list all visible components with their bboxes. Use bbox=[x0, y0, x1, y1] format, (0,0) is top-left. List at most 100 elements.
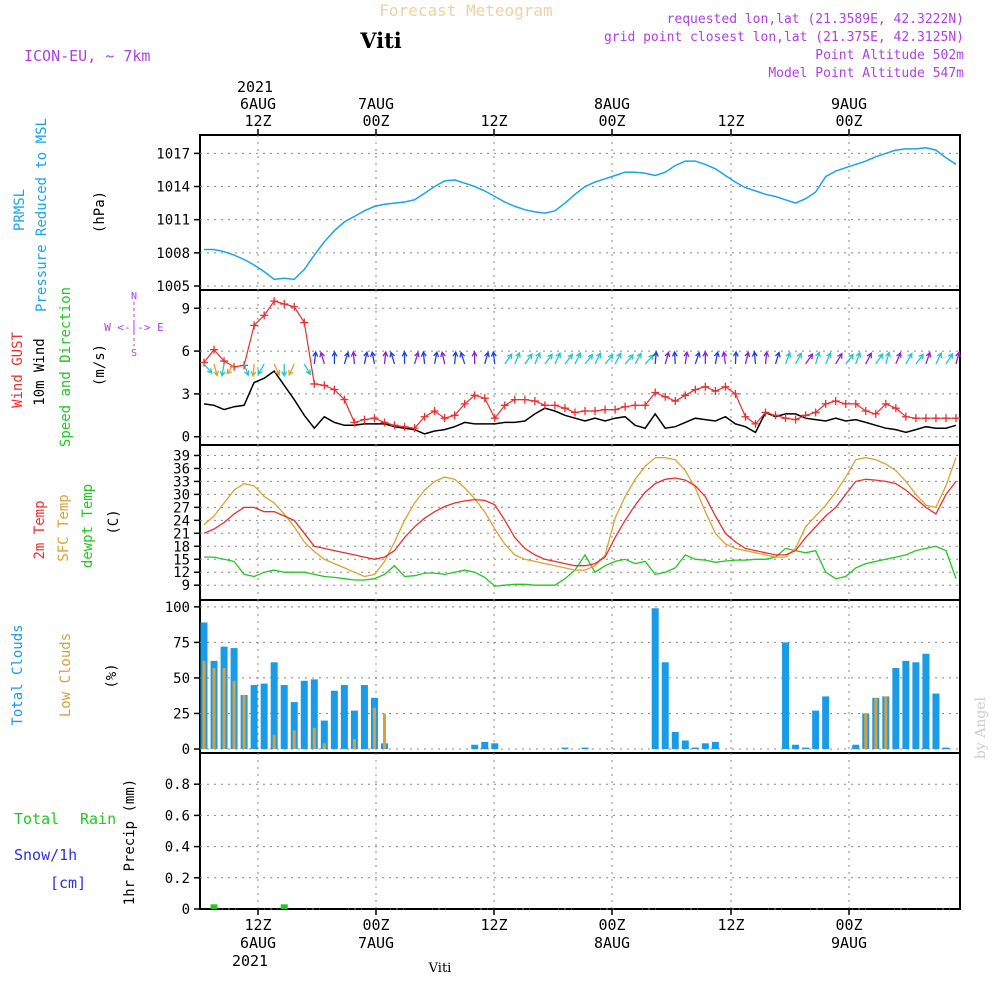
ytick-label-temp-2: 15 bbox=[173, 552, 190, 568]
top-axis-date-5: 9AUG bbox=[831, 95, 867, 113]
wind-direction-arrow bbox=[751, 350, 758, 364]
low-cloud-bar bbox=[322, 743, 326, 749]
gust-marker bbox=[651, 388, 660, 397]
gust-marker bbox=[841, 399, 850, 408]
ytick-label-pressure-3: 1014 bbox=[156, 180, 190, 196]
bottom-axis-date-1: 7AUG bbox=[358, 934, 394, 952]
total-cloud-bar bbox=[260, 683, 268, 749]
gust-marker bbox=[300, 318, 309, 327]
gust-marker bbox=[540, 401, 549, 410]
bottom-axis-hour-3: 00Z bbox=[598, 916, 625, 934]
chart-marks bbox=[200, 147, 961, 910]
precip-label-cm: [cm] bbox=[50, 874, 86, 892]
pressure-unit: (hPa) bbox=[92, 191, 108, 233]
ytick-label-clouds-1: 25 bbox=[173, 706, 190, 722]
low-cloud-bar bbox=[884, 696, 888, 749]
total-cloud-bar bbox=[250, 685, 258, 749]
wind-direction-arrow bbox=[671, 350, 678, 364]
ytick-label-wind-1: 3 bbox=[182, 387, 190, 403]
total-cloud-bar bbox=[481, 741, 489, 749]
top-axis-year: 2021 bbox=[237, 78, 273, 96]
bottom-axis-date-5: 9AUG bbox=[831, 934, 867, 952]
pressure-label-2: Pressure Reduced to MSL bbox=[34, 118, 50, 312]
ytick-label-temp-7: 30 bbox=[173, 487, 190, 503]
gust-marker bbox=[220, 357, 229, 366]
wind-direction-arrow bbox=[504, 352, 513, 365]
wind-direction-arrow bbox=[805, 352, 814, 365]
wind-direction-arrow bbox=[413, 351, 420, 365]
gust-marker bbox=[641, 401, 650, 410]
total-cloud-bar bbox=[782, 642, 790, 749]
wind-direction-arrow bbox=[564, 353, 574, 365]
wind-direction-arrow bbox=[514, 351, 521, 365]
gust-marker bbox=[621, 402, 630, 411]
rain-bar bbox=[210, 904, 218, 909]
gust-marker bbox=[941, 414, 950, 423]
panel-frame-precip bbox=[199, 752, 961, 910]
gust-marker bbox=[721, 382, 730, 391]
wind-direction-arrow bbox=[905, 352, 913, 365]
ytick-label-temp-6: 27 bbox=[173, 500, 190, 516]
wind-direction-arrow bbox=[815, 351, 821, 365]
wind-direction-arrow bbox=[524, 353, 533, 365]
wind-direction-arrow bbox=[763, 350, 770, 364]
ytick-label-wind-0: 0 bbox=[182, 430, 190, 446]
wind-direction-arrow bbox=[845, 353, 854, 365]
gust-marker bbox=[911, 414, 920, 423]
wind-direction-arrow bbox=[885, 351, 891, 365]
precip-label-rain: Rain bbox=[80, 810, 116, 828]
wind-direction-arrow bbox=[865, 352, 873, 365]
gust-marker bbox=[952, 414, 960, 423]
model-point-altitude: Model Point Altitude 547m bbox=[768, 66, 964, 81]
gust-marker bbox=[520, 395, 529, 404]
gust-marker bbox=[831, 397, 840, 406]
rain-bar bbox=[280, 904, 288, 909]
gust-marker bbox=[530, 397, 539, 406]
gust-marker bbox=[851, 399, 860, 408]
gust-marker bbox=[661, 392, 670, 401]
ytick-label-wind-2: 6 bbox=[182, 344, 190, 360]
wind-direction-arrow bbox=[382, 350, 389, 364]
gust-marker bbox=[931, 414, 940, 423]
gust-marker bbox=[310, 379, 319, 388]
total-cloud-bar bbox=[651, 608, 659, 749]
gust-marker bbox=[360, 415, 369, 424]
ytick-label-clouds-4: 100 bbox=[165, 600, 190, 616]
wind-compass: W <-|-> E N S bbox=[104, 291, 164, 359]
top-axis-date-1: 7AUG bbox=[358, 95, 394, 113]
gust-marker bbox=[550, 401, 559, 410]
total-cloud-bar bbox=[290, 702, 298, 749]
ytick-label-pressure-2: 1011 bbox=[156, 213, 190, 229]
wind-direction-arrow bbox=[683, 350, 690, 365]
wind-direction-arrow bbox=[343, 351, 350, 365]
total-cloud-bar bbox=[711, 741, 719, 749]
wind-direction-arrow bbox=[203, 363, 213, 375]
total-cloud-bar bbox=[852, 744, 860, 749]
point-altitude: Point Altitude 502m bbox=[815, 48, 964, 63]
sfc-temp-line bbox=[203, 456, 957, 578]
wind-direction-arrow bbox=[634, 352, 642, 365]
gust-marker bbox=[420, 412, 429, 421]
total-cloud-bar bbox=[822, 696, 830, 749]
chart-title: Forecast Meteogram bbox=[379, 1, 552, 20]
wind-direction-arrow bbox=[624, 353, 634, 365]
low-cloud-bar bbox=[874, 697, 878, 749]
ytick-label-precip-0: 0 bbox=[182, 902, 190, 918]
gust-marker bbox=[741, 412, 750, 421]
gust-marker bbox=[430, 407, 439, 416]
ytick-label-temp-3: 18 bbox=[173, 539, 190, 555]
credit-label: by Angel bbox=[973, 696, 989, 759]
wind-direction-arrow bbox=[794, 352, 802, 365]
footer-location: Viti bbox=[428, 961, 452, 976]
wind-direction-arrow bbox=[544, 353, 553, 365]
ytick-label-temp-4: 21 bbox=[173, 526, 190, 542]
gust-marker bbox=[340, 395, 349, 404]
wind-direction-arrow bbox=[713, 350, 720, 365]
wind-label-speed: Speed and Direction bbox=[58, 287, 74, 447]
wind-direction-arrow bbox=[281, 363, 288, 378]
gust-marker bbox=[400, 422, 409, 431]
wind-direction-arrow bbox=[331, 350, 338, 364]
ytick-label-temp-8: 33 bbox=[173, 474, 190, 490]
